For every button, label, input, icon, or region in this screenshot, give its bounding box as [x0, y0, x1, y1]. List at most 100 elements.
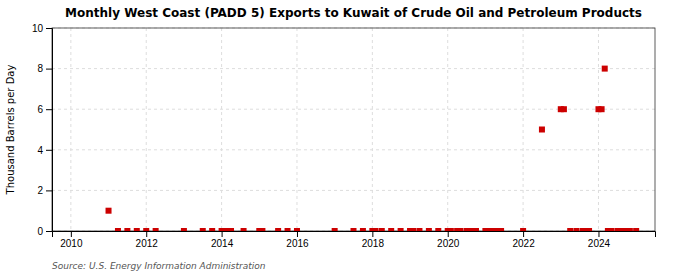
tick-label: 2018	[362, 238, 385, 249]
tick-mark	[146, 231, 147, 237]
point	[209, 228, 215, 231]
tick-mark	[46, 150, 52, 151]
grid-line-x	[372, 28, 373, 231]
tick-mark	[71, 231, 72, 237]
tick-mark	[297, 231, 298, 237]
tick-mark	[523, 231, 524, 237]
tick: 2014	[211, 231, 234, 249]
title: Monthly West Coast (PADD 5) Exports to K…	[65, 6, 642, 20]
grid-line-x	[70, 28, 71, 231]
tick-mark	[46, 28, 52, 29]
points	[106, 66, 640, 231]
tick: 2018	[362, 231, 385, 249]
plot-frame	[52, 28, 655, 231]
point	[388, 228, 394, 231]
tick-label: 2022	[512, 238, 535, 249]
point	[360, 228, 366, 231]
tick: 2024	[588, 231, 611, 249]
tick-label: 2014	[211, 238, 234, 249]
point	[351, 228, 357, 231]
point	[457, 228, 463, 231]
point	[153, 228, 159, 231]
point	[498, 228, 504, 231]
tick-mark	[46, 231, 52, 232]
tick: 2010	[60, 231, 83, 249]
y-axis-label: Thousand Barrels per Day	[5, 65, 16, 196]
grid	[52, 28, 655, 231]
point	[181, 228, 187, 231]
grid-line-y	[52, 68, 655, 69]
tick: 2012	[136, 231, 159, 249]
point	[398, 228, 404, 231]
point	[448, 228, 454, 231]
point	[473, 228, 479, 231]
tick-mark	[222, 231, 223, 237]
tick-label: 0	[37, 226, 43, 237]
annotation: Source: U.S. Energy Information Administ…	[52, 261, 266, 271]
tick: 2016	[286, 231, 309, 249]
tick-label: 2016	[286, 238, 309, 249]
tick: 2	[37, 185, 52, 196]
point	[259, 228, 265, 231]
tick-label: 4	[37, 145, 43, 156]
point	[285, 228, 291, 231]
point	[115, 228, 121, 231]
point	[416, 228, 422, 231]
tick-label: 8	[37, 63, 43, 74]
tick-mark	[46, 109, 52, 110]
point	[275, 228, 281, 231]
point	[586, 228, 592, 231]
point	[241, 228, 247, 231]
point	[372, 228, 378, 231]
chart: 2010 2012 2014 2016 2018 2020 2022 2024 0 2 4 6 8 10 M…	[0, 0, 675, 275]
grid-line-x	[296, 28, 297, 231]
point	[410, 228, 416, 231]
point	[602, 66, 608, 72]
tick-label: 6	[37, 104, 43, 115]
tick: 4	[37, 145, 52, 156]
tick-mark	[598, 231, 599, 237]
point	[608, 228, 614, 231]
tick: 0	[37, 226, 52, 237]
point	[627, 228, 633, 231]
point	[539, 127, 545, 133]
plot-area: 2010 2012 2014 2016 2018 2020 2022 2024 0 2 4 6 8 10	[32, 23, 656, 249]
tick-mark	[448, 231, 449, 237]
tick: 2022	[512, 231, 535, 249]
tick: 6	[37, 104, 52, 115]
point	[124, 228, 130, 231]
tick-label: 2020	[437, 238, 460, 249]
grid-line-y	[52, 149, 655, 150]
point	[143, 228, 149, 231]
grid-line-x	[447, 28, 448, 231]
grid-line-x	[523, 28, 524, 231]
tick-mark	[372, 231, 373, 237]
tick: 8	[37, 63, 52, 74]
point	[379, 228, 385, 231]
point	[573, 228, 579, 231]
point	[567, 228, 573, 231]
tick: 2020	[437, 231, 460, 249]
axis-line	[46, 29, 53, 232]
y-axis: 0 2 4 6 8 10	[32, 23, 53, 237]
tick-mark	[46, 190, 52, 191]
grid-line-x	[146, 28, 147, 231]
point	[633, 228, 639, 231]
point	[200, 228, 206, 231]
tick-mark	[46, 69, 52, 70]
point	[599, 106, 605, 112]
grid-line-x	[221, 28, 222, 231]
tick-label: 2012	[136, 238, 159, 249]
point	[435, 228, 441, 231]
point	[228, 228, 234, 231]
tick: 10	[32, 23, 52, 34]
point	[134, 228, 140, 231]
grid-line-y	[52, 190, 655, 191]
axis-line	[53, 232, 656, 238]
tick-label: 10	[32, 23, 44, 34]
x-axis: 2010 2012 2014 2016 2018 2020 2022 2024	[53, 231, 656, 249]
tick-label: 2024	[588, 238, 611, 249]
tick-label: 2	[37, 185, 43, 196]
point	[332, 228, 338, 231]
grid-line-x	[598, 28, 599, 231]
